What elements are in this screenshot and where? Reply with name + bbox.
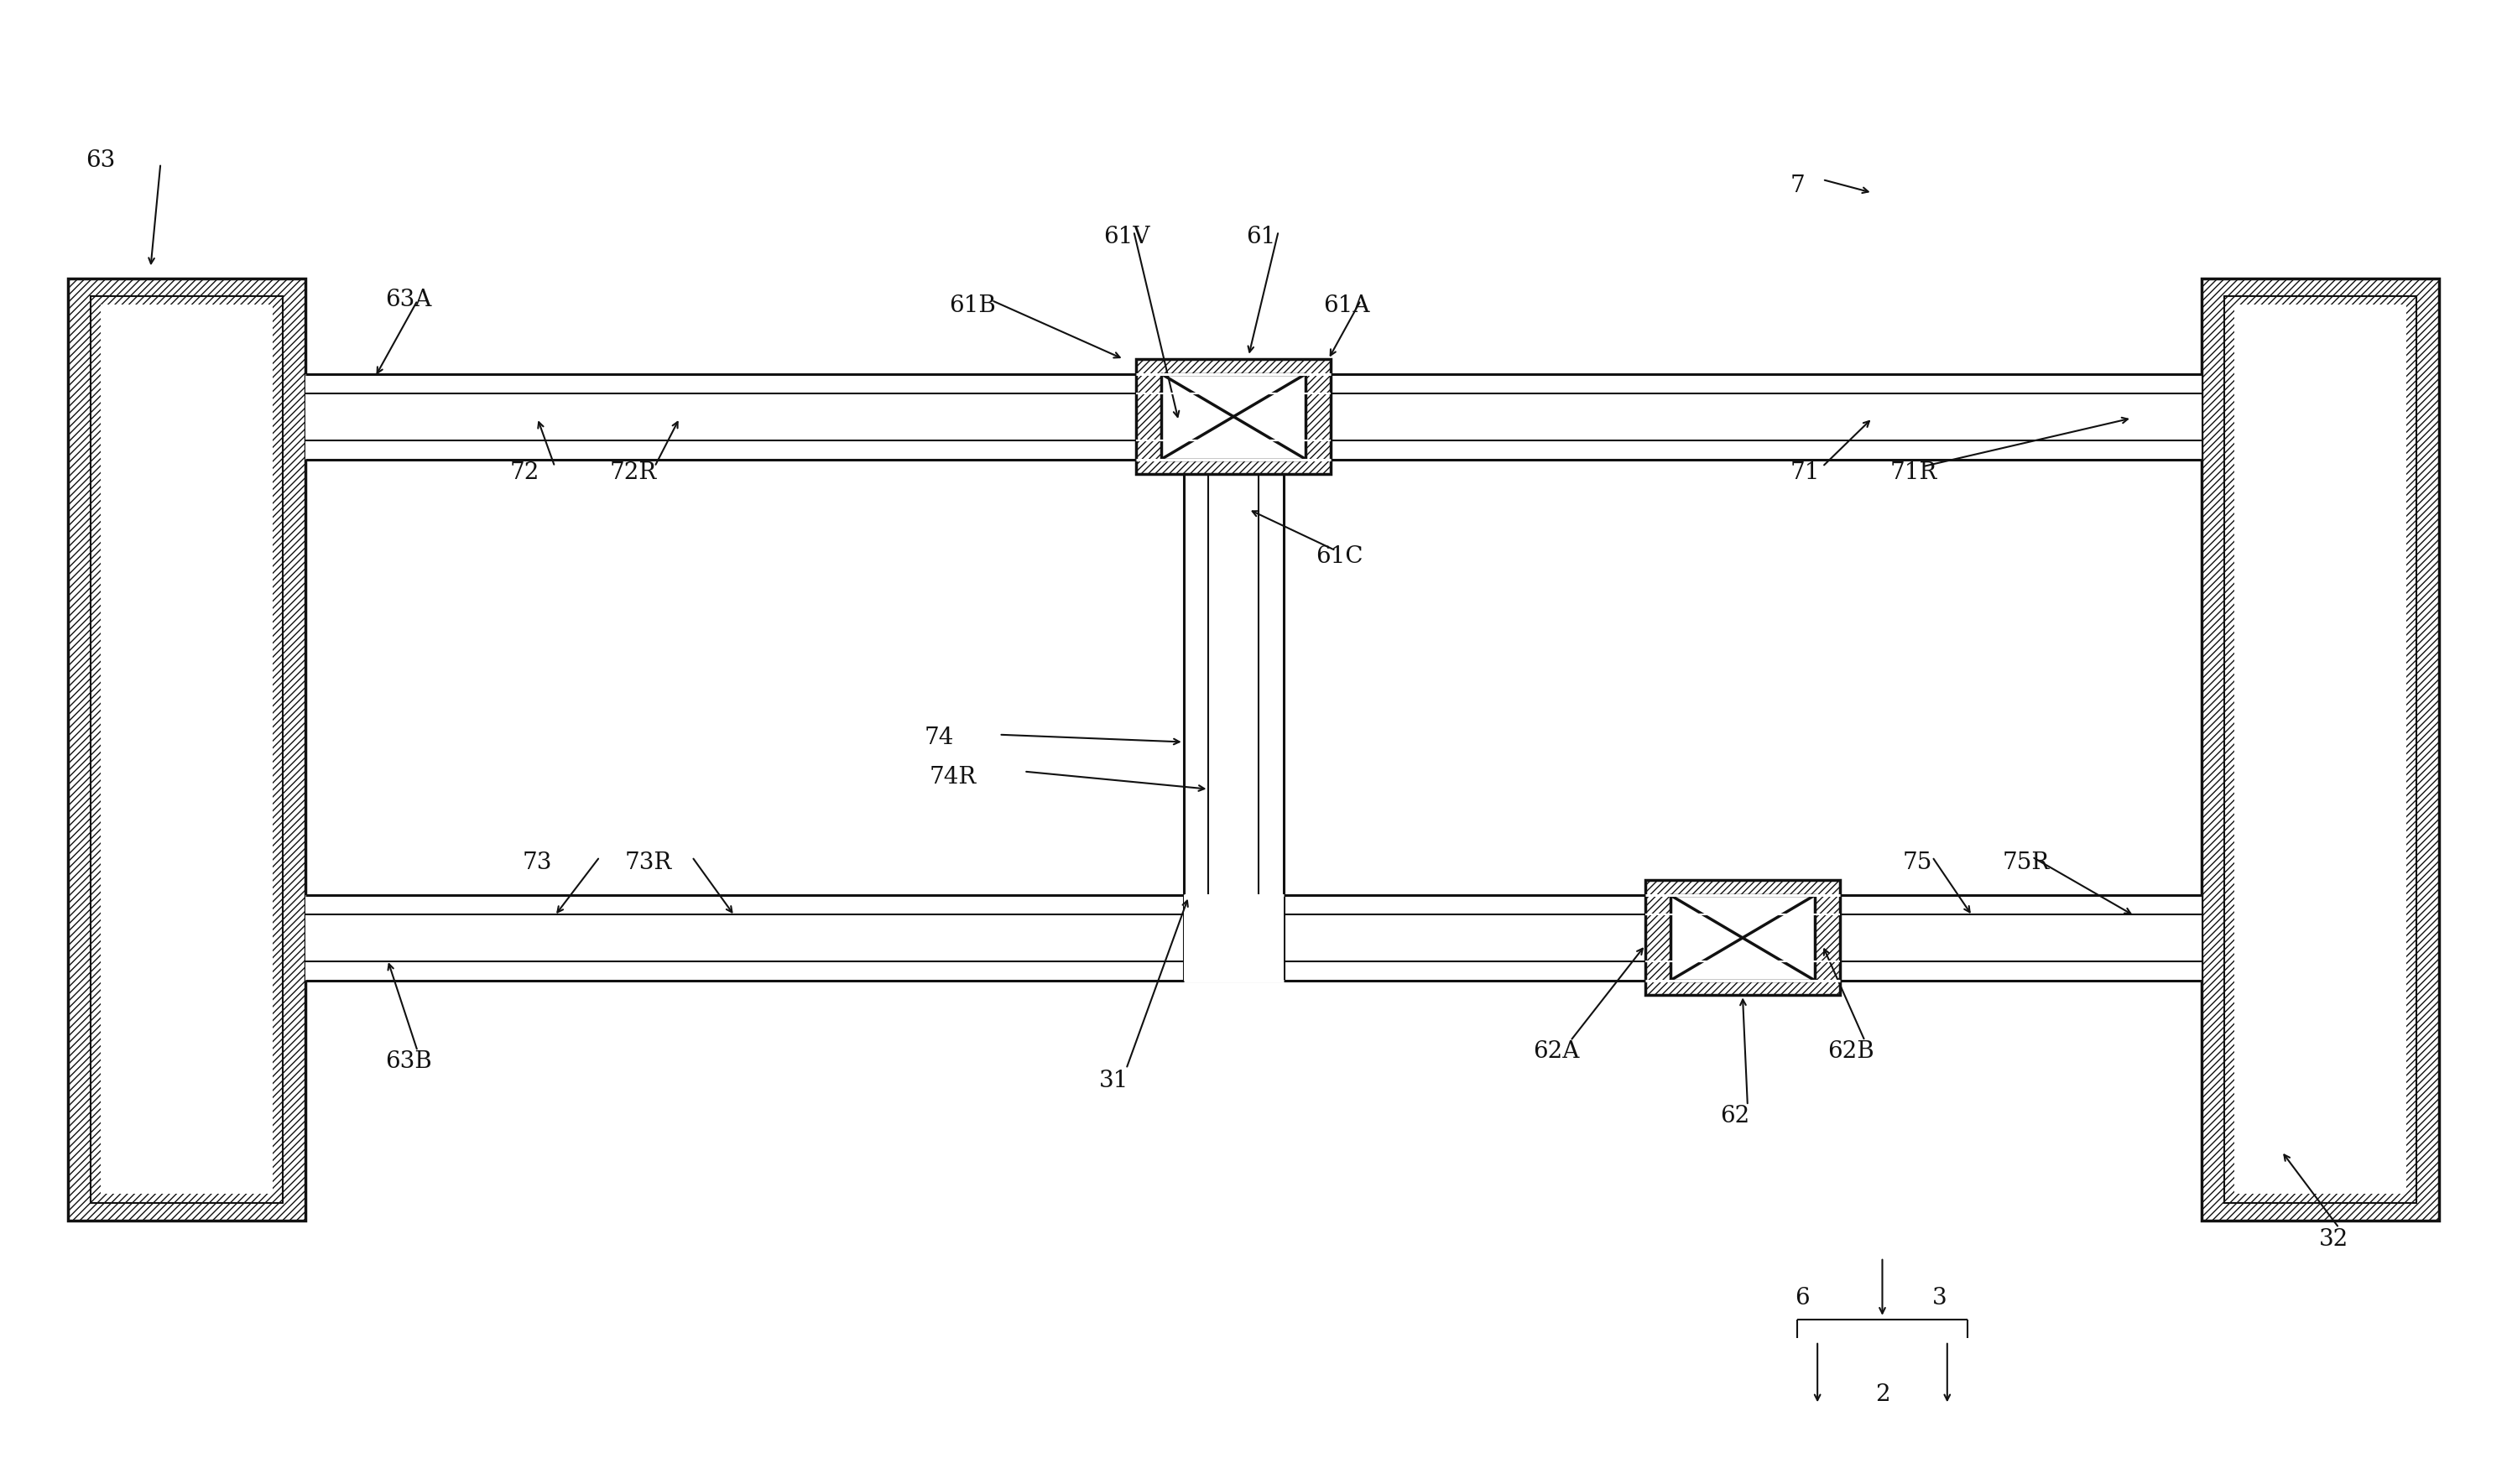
Bar: [1183, 895, 1284, 981]
Bar: [1183, 374, 1284, 460]
Text: 63: 63: [85, 148, 115, 172]
Text: 62: 62: [1720, 1104, 1750, 1128]
Text: 72: 72: [509, 462, 539, 484]
Bar: [306, 393, 2201, 441]
Text: 63A: 63A: [386, 289, 431, 312]
Text: 2: 2: [1875, 1383, 1890, 1405]
Text: 61C: 61C: [1316, 545, 1364, 568]
Bar: [1670, 895, 1815, 981]
Text: 74R: 74R: [930, 766, 975, 788]
Text: 61A: 61A: [1324, 295, 1369, 318]
Bar: [1183, 374, 1284, 981]
Bar: [306, 914, 2201, 962]
Text: 6: 6: [1795, 1287, 1810, 1310]
Text: 73: 73: [521, 852, 552, 874]
Bar: [306, 895, 2201, 981]
Text: 75R: 75R: [2003, 852, 2048, 874]
Text: 72R: 72R: [609, 462, 657, 484]
Bar: [68, 278, 306, 1220]
Bar: [2234, 304, 2407, 1195]
Text: 62A: 62A: [1532, 1040, 1579, 1063]
Text: 73R: 73R: [624, 852, 672, 874]
Bar: [1161, 374, 1306, 460]
Bar: [306, 374, 2201, 393]
Text: 61B: 61B: [950, 295, 995, 318]
Bar: [1183, 374, 1208, 981]
Text: 74: 74: [925, 726, 953, 749]
Bar: [1136, 359, 1331, 473]
Bar: [1208, 374, 1259, 981]
Text: 71: 71: [1790, 462, 1820, 484]
Text: 63B: 63B: [386, 1051, 431, 1073]
Text: 75: 75: [1903, 852, 1933, 874]
Text: 61V: 61V: [1103, 226, 1151, 248]
Bar: [306, 962, 2201, 981]
Text: 61: 61: [1246, 226, 1276, 248]
Bar: [90, 295, 283, 1204]
Text: 3: 3: [1933, 1287, 1948, 1310]
Text: 62B: 62B: [1828, 1040, 1875, 1063]
Bar: [2224, 295, 2417, 1204]
Bar: [306, 441, 2201, 460]
Bar: [2201, 278, 2439, 1220]
Bar: [1136, 359, 1331, 473]
Text: 71R: 71R: [1890, 462, 1938, 484]
Text: 31: 31: [1098, 1070, 1128, 1092]
Bar: [100, 304, 273, 1195]
Text: 7: 7: [1790, 174, 1805, 197]
Bar: [306, 895, 2201, 914]
Bar: [1645, 880, 1840, 996]
Bar: [306, 374, 2201, 460]
Text: 32: 32: [2319, 1229, 2349, 1251]
Bar: [1645, 880, 1840, 996]
Bar: [1259, 374, 1284, 981]
